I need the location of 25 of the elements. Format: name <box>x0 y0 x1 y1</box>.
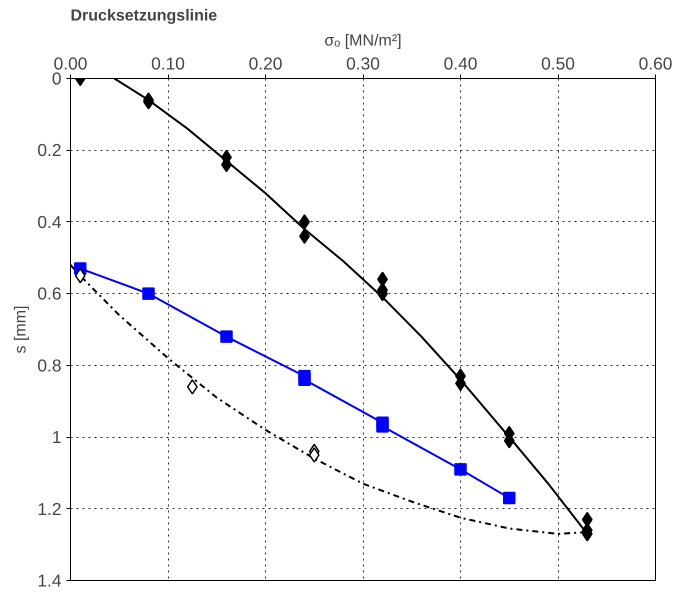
x-tick-label: 0.30 <box>346 54 380 74</box>
x-tick-label: 0.50 <box>541 54 575 74</box>
point <box>454 463 467 476</box>
chart-title: Drucksetzungslinie <box>70 8 218 24</box>
y-tick-label: 0.8 <box>37 355 62 376</box>
y-tick-label: 1.2 <box>37 498 62 519</box>
x-tick-label: 0.20 <box>248 54 282 74</box>
x-tick-label: 0.40 <box>444 54 478 74</box>
point <box>298 373 311 386</box>
point <box>74 268 86 284</box>
point <box>503 492 516 504</box>
x-axis-title: σₒ [MN/m²] <box>324 32 402 50</box>
y-tick-label: 1.4 <box>37 570 62 590</box>
y-tick-label: 0.6 <box>37 284 62 304</box>
x-tick-label: 0.60 <box>638 54 672 74</box>
point <box>376 420 389 433</box>
point <box>308 447 320 463</box>
y-axis-title: s [mm] <box>12 305 30 354</box>
y-tick-label: 1 <box>52 427 62 448</box>
point <box>142 287 155 300</box>
point <box>186 379 198 395</box>
x-tick-label: 0.10 <box>151 54 185 74</box>
y-tick-label: 0.2 <box>37 140 62 160</box>
y-tick-label: 0.4 <box>37 212 62 232</box>
point <box>220 330 233 343</box>
